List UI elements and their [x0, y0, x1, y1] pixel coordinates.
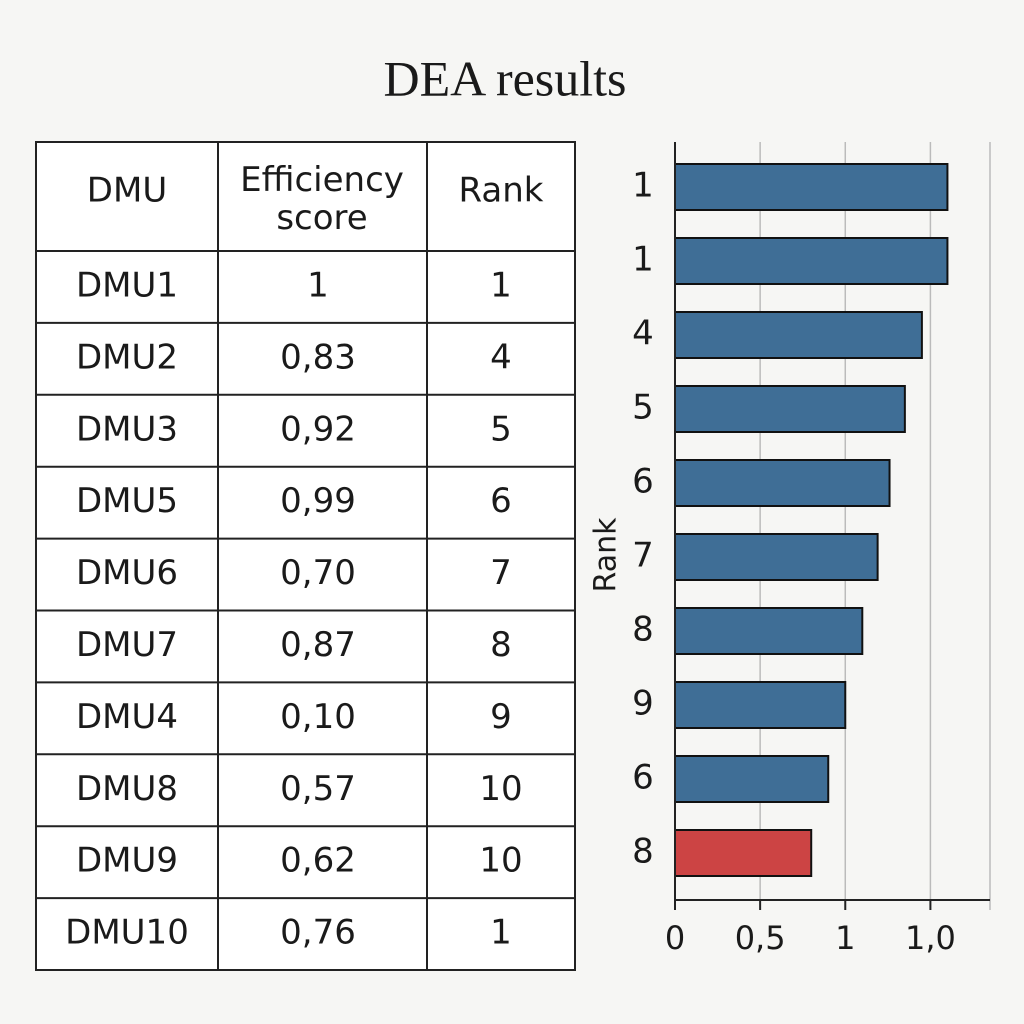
table-cell: DMU6 [76, 553, 178, 593]
table-cell: 0,92 [280, 409, 356, 449]
table-cell: DMU3 [76, 409, 178, 449]
y-tick-label: 8 [632, 832, 654, 872]
bar [674, 311, 923, 359]
table-cell: DMU1 [76, 265, 178, 305]
y-tick-label: 1 [632, 166, 654, 206]
y-tick-label: 6 [632, 462, 654, 502]
bar [674, 829, 813, 877]
title: DEA results [383, 50, 626, 106]
table-header: Rank [459, 171, 544, 211]
table-cell: 4 [490, 337, 512, 377]
bar [674, 681, 847, 729]
y-tick-label: 6 [632, 758, 654, 798]
x-tick-label: 1 [835, 919, 855, 957]
table-cell: DMU7 [76, 625, 178, 665]
table-header: DMU [87, 171, 167, 211]
table-cell: 10 [479, 841, 522, 881]
table-cell: 0,62 [280, 841, 356, 881]
table-cell: 5 [490, 409, 512, 449]
table-cell: 1 [307, 265, 329, 305]
table-border [35, 141, 576, 971]
table-cell: 1 [490, 913, 512, 953]
bar [674, 163, 949, 211]
x-tick-label: 0 [665, 919, 685, 957]
table-cell: 7 [490, 553, 512, 593]
x-tick-label: 0,5 [735, 919, 786, 957]
table-cell: DMU5 [76, 481, 178, 521]
table-cell: 10 [479, 769, 522, 809]
bar [674, 385, 906, 433]
table-cell: 0,83 [280, 337, 356, 377]
table-cell: DMU8 [76, 769, 178, 809]
bar [674, 459, 891, 507]
table-cell: 0,70 [280, 553, 356, 593]
y-tick-label: 1 [632, 240, 654, 280]
y-tick-label: 7 [632, 536, 654, 576]
table-cell: 0,76 [280, 913, 356, 953]
table-cell: 0,10 [280, 697, 356, 737]
bar [674, 755, 830, 803]
table-cell: 6 [490, 481, 512, 521]
y-tick-label: 5 [632, 388, 654, 428]
bar [674, 607, 864, 655]
y-tick-label: 8 [632, 610, 654, 650]
table-cell: 0,87 [280, 625, 356, 665]
table-cell: 9 [490, 697, 512, 737]
table-cell: DMU4 [76, 697, 178, 737]
table-header: Efficiency score [240, 160, 404, 238]
y-tick-label: 9 [632, 684, 654, 724]
y-axis-label: Rank [589, 517, 624, 593]
table-cell: 8 [490, 625, 512, 665]
table-cell: DMU2 [76, 337, 178, 377]
table-cell: DMU10 [65, 913, 189, 953]
table-cell: 0,99 [280, 481, 356, 521]
table-cell: 0,57 [280, 769, 356, 809]
table-cell: 1 [490, 265, 512, 305]
table-cell: DMU9 [76, 841, 178, 881]
bar [674, 533, 879, 581]
bar [674, 237, 949, 285]
x-tick-label: 1,0 [905, 919, 956, 957]
y-tick-label: 4 [632, 314, 654, 354]
